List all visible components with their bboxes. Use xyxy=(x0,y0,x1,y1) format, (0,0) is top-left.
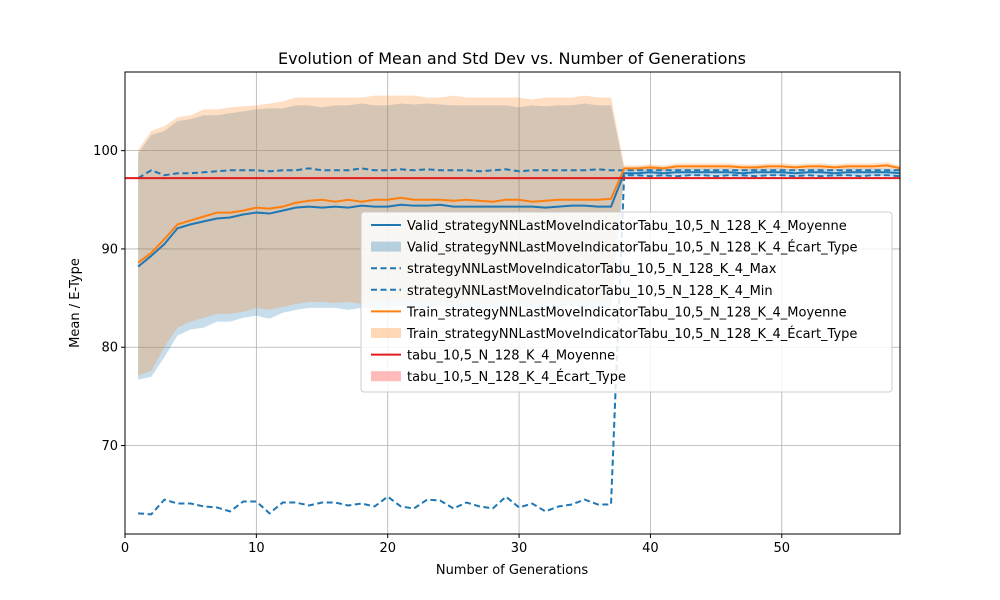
legend: Valid_strategyNNLastMoveIndicatorTabu_10… xyxy=(360,211,893,393)
series-4-line xyxy=(137,164,900,264)
series-lines xyxy=(125,164,900,516)
legend-box xyxy=(360,211,893,393)
x-tick-label: 40 xyxy=(642,541,659,556)
legend-label: tabu_10,5_N_128_K_4_Écart_Type xyxy=(407,369,626,385)
axis-ticks: 0 10 20 30 40 50 70 80 90 100 xyxy=(93,144,790,556)
x-tick-label: 20 xyxy=(379,541,396,556)
series-0-line xyxy=(137,171,900,268)
x-tick-label: 50 xyxy=(774,541,791,556)
legend-swatch xyxy=(371,371,401,382)
y-tick-label: 100 xyxy=(93,144,118,159)
legend-label: strategyNNLastMoveIndicatorTabu_10,5_N_1… xyxy=(407,262,777,277)
plot-frame xyxy=(124,71,901,535)
legend-label: Train_strategyNNLastMoveIndicatorTabu_10… xyxy=(406,305,847,320)
y-tick-label: 90 xyxy=(101,242,118,257)
y-axis-label: Mean / E-Type xyxy=(68,258,83,348)
legend-label: Train_strategyNNLastMoveIndicatorTabu_10… xyxy=(406,326,857,342)
x-tick-label: 30 xyxy=(511,541,528,556)
legend-label: Valid_strategyNNLastMoveIndicatorTabu_10… xyxy=(407,240,858,256)
x-tick-label: 10 xyxy=(248,541,265,556)
y-tick-label: 80 xyxy=(101,341,118,356)
legend-label: Valid_strategyNNLastMoveIndicatorTabu_10… xyxy=(407,219,847,234)
y-tick-label: 70 xyxy=(101,439,118,454)
legend-swatch xyxy=(371,328,401,338)
x-tick-label: 0 xyxy=(121,541,129,556)
legend-label: strategyNNLastMoveIndicatorTabu_10,5_N_1… xyxy=(407,284,773,299)
legend-label: tabu_10,5_N_128_K_4_Moyenne xyxy=(407,349,615,364)
series-3-line xyxy=(138,174,900,516)
chart-title: Evolution of Mean and Std Dev vs. Number… xyxy=(278,49,746,68)
legend-swatch xyxy=(371,241,401,252)
series-2-line xyxy=(137,167,900,180)
x-axis-label: Number of Generations xyxy=(436,563,589,578)
